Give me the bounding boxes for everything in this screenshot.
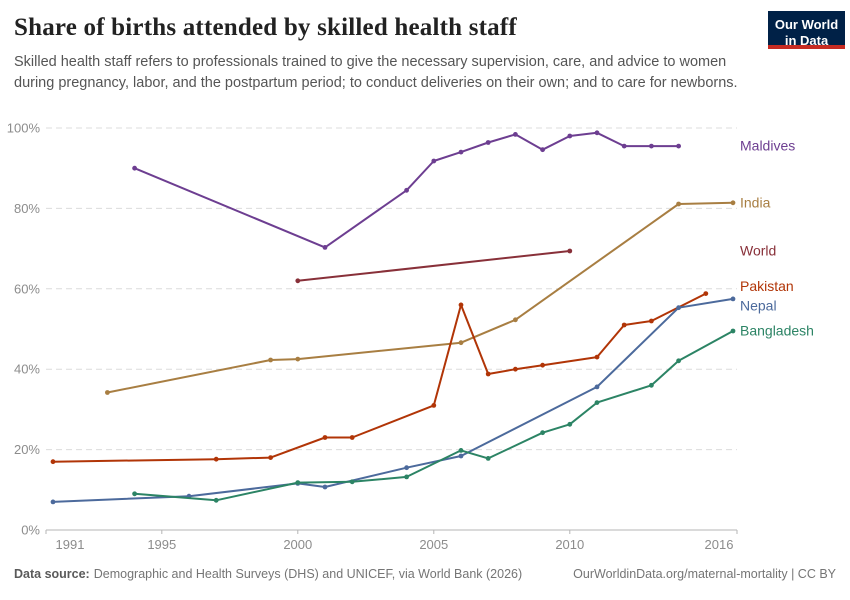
series-label-india[interactable]: India [740,194,771,210]
series-label-world[interactable]: World [740,243,776,259]
x-tick-label: 2000 [283,537,312,552]
line-pakistan[interactable] [52,292,707,463]
data-source-text: Demographic and Health Surveys (DHS) and… [93,567,523,581]
point-pakistan[interactable] [213,456,219,462]
point-maldives[interactable] [431,158,437,164]
point-nepal[interactable] [322,484,328,490]
point-nepal[interactable] [458,453,464,459]
point-bangladesh[interactable] [349,479,355,485]
point-maldives[interactable] [594,130,600,136]
point-pakistan[interactable] [431,403,437,408]
point-world[interactable] [295,278,301,284]
point-bangladesh[interactable] [132,491,138,497]
point-pakistan[interactable] [50,459,56,465]
y-tick-label: 60% [14,281,40,296]
line-nepal[interactable] [52,297,734,503]
y-tick-label: 100% [7,121,41,136]
point-bangladesh[interactable] [485,456,491,461]
series-label-pakistan[interactable]: Pakistan [740,278,794,294]
page-title: Share of births attended by skilled heal… [14,14,517,41]
x-tick-label: 1991 [56,537,85,552]
owid-logo[interactable]: Our World in Data [768,11,845,49]
point-india[interactable] [513,317,518,323]
point-bangladesh[interactable] [649,382,654,388]
point-nepal[interactable] [50,499,56,505]
point-maldives[interactable] [676,143,681,149]
point-pakistan[interactable] [540,362,545,368]
point-india[interactable] [676,201,681,207]
line-bangladesh[interactable] [133,330,734,502]
x-tick-label: 1995 [147,537,176,552]
point-india[interactable] [105,390,110,395]
point-maldives[interactable] [458,149,464,155]
point-pakistan[interactable] [649,318,654,324]
point-pakistan[interactable] [594,354,600,360]
chart-footer: Data source: Demographic and Health Surve… [14,567,836,581]
point-pakistan[interactable] [513,366,518,372]
x-tick-label: 2016 [705,537,734,552]
point-bangladesh[interactable] [213,497,219,503]
point-bangladesh[interactable] [676,358,681,364]
point-bangladesh[interactable] [404,474,409,480]
point-bangladesh[interactable] [458,448,464,453]
chart-subtitle: Skilled health staff refers to professio… [14,54,738,91]
point-india[interactable] [730,200,736,206]
data-source-note: Data source: Demographic and Health Surve… [14,567,522,581]
point-world[interactable] [567,248,573,254]
point-bangladesh[interactable] [540,430,545,436]
point-pakistan[interactable] [621,322,627,328]
point-pakistan[interactable] [485,371,491,377]
series-label-maldives[interactable]: Maldives [740,138,795,154]
point-nepal[interactable] [730,296,736,302]
y-tick-label: 20% [14,442,40,457]
point-pakistan[interactable] [458,302,464,308]
point-nepal[interactable] [404,465,409,471]
owid-logo-line1: Our World [774,17,839,32]
point-maldives[interactable] [132,165,138,171]
point-bangladesh[interactable] [594,400,600,405]
point-nepal[interactable] [594,384,600,390]
point-india[interactable] [458,340,464,346]
point-pakistan[interactable] [268,455,273,460]
line-world[interactable] [296,250,571,282]
y-tick-label: 40% [14,362,40,377]
license-note[interactable]: OurWorldinData.org/maternal-mortality | … [573,567,836,581]
point-bangladesh[interactable] [567,421,573,427]
point-maldives[interactable] [567,133,573,139]
point-maldives[interactable] [485,140,491,145]
point-maldives[interactable] [404,187,409,193]
series-label-nepal[interactable]: Nepal [740,297,777,313]
y-tick-label: 80% [14,201,40,216]
x-tick-label: 2010 [555,537,584,552]
point-maldives[interactable] [513,132,518,137]
x-tick-label: 2005 [419,537,448,552]
point-pakistan[interactable] [349,435,355,440]
point-pakistan[interactable] [703,291,709,296]
owid-logo-line2: in Data [784,33,829,49]
point-bangladesh[interactable] [295,480,301,485]
series-label-bangladesh[interactable]: Bangladesh [740,323,814,339]
line-india[interactable] [106,201,734,394]
point-pakistan[interactable] [322,435,328,440]
point-india[interactable] [268,357,273,363]
y-tick-label: 0% [21,523,40,538]
point-maldives[interactable] [649,143,654,149]
point-bangladesh[interactable] [730,328,736,334]
point-maldives[interactable] [540,147,545,153]
point-india[interactable] [295,356,301,362]
point-maldives[interactable] [322,245,328,250]
data-source-label: Data source: [14,567,90,581]
point-nepal[interactable] [676,305,681,311]
point-maldives[interactable] [621,143,627,149]
